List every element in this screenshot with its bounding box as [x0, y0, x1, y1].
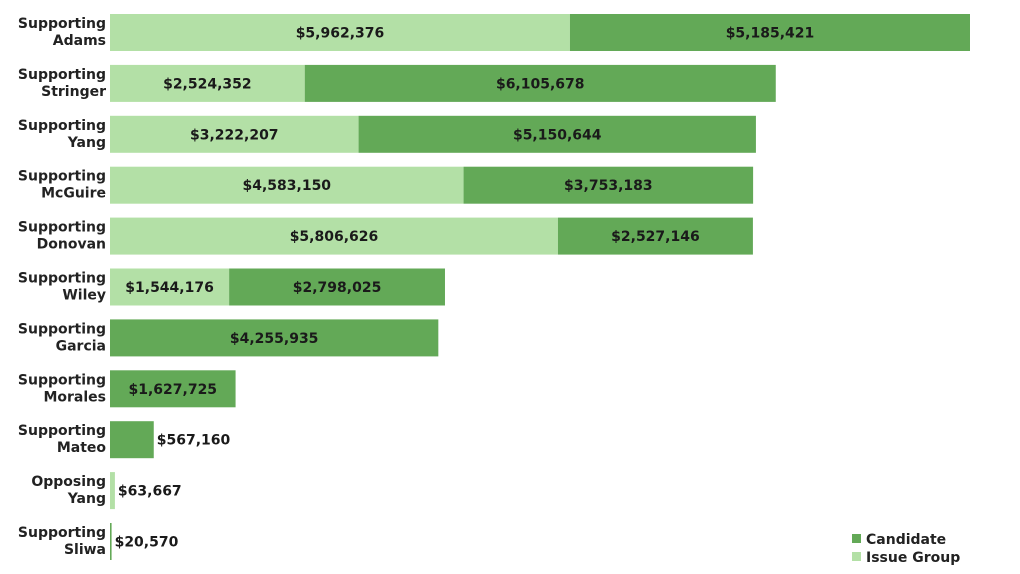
- bar-value-label-candidate-supporting-garcia: $4,255,935: [230, 331, 319, 347]
- category-label-supporting-yang: Supporting Yang: [18, 118, 106, 151]
- category-label-supporting-sliwa: Supporting Sliwa: [18, 525, 106, 558]
- category-label-supporting-mcguire: Supporting McGuire: [18, 169, 106, 202]
- bar-issue-group-opposing-yang: [110, 472, 115, 510]
- category-labels-layer: Supporting Adams Supporting Stringer Support…: [18, 16, 106, 558]
- bar-issue-group-supporting-donovan: [110, 217, 558, 255]
- category-label-supporting-donovan: Supporting Donovan: [18, 220, 106, 253]
- bar-issue-group-supporting-adams: [110, 14, 570, 51]
- bar-value-label-candidate-supporting-mcguire: $3,753,183: [564, 178, 653, 194]
- category-label-supporting-garcia: Supporting Garcia: [18, 321, 106, 354]
- bar-candidate-supporting-wiley: [229, 268, 445, 306]
- bar-issue-group-supporting-yang: [110, 115, 359, 153]
- legend-swatch-candidate: [852, 534, 861, 543]
- bar-candidate-supporting-mcguire: [463, 166, 754, 204]
- category-label-supporting-adams: Supporting Adams: [18, 16, 106, 49]
- legend-label-issue-group: Issue Group: [866, 550, 960, 566]
- category-label-supporting-morales: Supporting Morales: [18, 372, 106, 405]
- bar-value-label-issue-group-supporting-wiley: $1,544,176: [125, 280, 214, 296]
- bar-value-label-candidate-supporting-morales: $1,627,725: [128, 382, 217, 398]
- bars-layer: $5,962,376 $5,185,421 $2,524,352 $6,105,678…: [110, 14, 970, 560]
- legend-label-candidate: Candidate: [866, 532, 946, 548]
- bar-value-label-issue-group-supporting-adams: $5,962,376: [296, 26, 385, 42]
- bar-candidate-supporting-stringer: [304, 64, 776, 102]
- category-label-supporting-mateo: Supporting Mateo: [18, 423, 106, 456]
- category-label-opposing-yang: Opposing Yang: [31, 474, 106, 507]
- bar-value-label-candidate-supporting-wiley: $2,798,025: [293, 280, 382, 296]
- bar-candidate-supporting-yang: [358, 115, 756, 153]
- bar-candidate-supporting-mateo: [110, 421, 154, 459]
- category-label-supporting-stringer: Supporting Stringer: [18, 67, 106, 100]
- bar-value-label-candidate-supporting-stringer: $6,105,678: [496, 76, 585, 92]
- bar-issue-group-supporting-stringer: [110, 64, 305, 102]
- bar-value-label-candidate-supporting-mateo: $567,160: [157, 433, 231, 449]
- bar-value-label-candidate-supporting-donovan: $2,527,146: [611, 229, 700, 245]
- bar-candidate-supporting-adams: [569, 14, 970, 51]
- bar-issue-group-supporting-wiley: [110, 268, 230, 306]
- bar-value-label-issue-group-supporting-yang: $3,222,207: [190, 127, 279, 143]
- bar-value-label-issue-group-opposing-yang: $63,667: [118, 484, 182, 500]
- bar-value-label-issue-group-supporting-stringer: $2,524,352: [163, 76, 252, 92]
- category-label-supporting-wiley: Supporting Wiley: [18, 271, 106, 304]
- bar-candidate-supporting-morales: [110, 370, 236, 408]
- legend-swatch-issue-group: [852, 552, 861, 561]
- bar-candidate-supporting-donovan: [557, 217, 753, 255]
- bar-candidate-supporting-garcia: [110, 319, 439, 357]
- bar-value-label-candidate-supporting-adams: $5,185,421: [726, 26, 815, 42]
- bar-value-label-issue-group-supporting-donovan: $5,806,626: [290, 229, 379, 245]
- bar-value-label-candidate-supporting-sliwa: $20,570: [115, 535, 179, 551]
- legend: Candidate Issue Group: [852, 532, 960, 566]
- bar-value-label-candidate-supporting-yang: $5,150,644: [513, 127, 602, 143]
- bar-candidate-supporting-sliwa: [110, 523, 112, 560]
- bar-value-label-issue-group-supporting-mcguire: $4,583,150: [242, 178, 331, 194]
- bar-issue-group-supporting-mcguire: [110, 166, 464, 204]
